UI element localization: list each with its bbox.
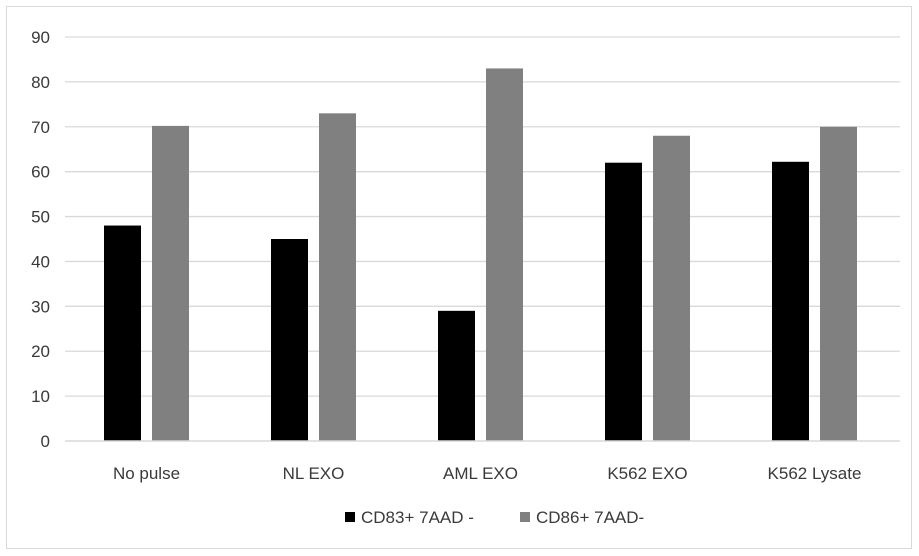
bars <box>104 68 857 442</box>
y-tick-label: 70 <box>31 118 50 137</box>
y-tick-label: 40 <box>31 252 50 271</box>
bar-cd86-no-pulse <box>152 125 189 441</box>
x-axis-tick-labels: No pulse NL EXO AML EXO K562 EXO K562 Lysate <box>113 464 862 483</box>
bar-cd83-k562-lysate <box>772 161 809 441</box>
y-tick-label: 90 <box>31 28 50 47</box>
x-tick-label: No pulse <box>113 464 180 483</box>
y-axis-tick-labels: 0 10 20 30 40 50 60 70 80 90 <box>31 28 50 451</box>
y-tick-label: 60 <box>31 163 50 182</box>
y-tick-label: 30 <box>31 297 50 316</box>
bar-cd83-k562-exo <box>605 162 642 441</box>
legend-label: CD83+ 7AAD - <box>361 508 474 527</box>
y-tick-label: 10 <box>31 387 50 406</box>
y-tick-label: 20 <box>31 342 50 361</box>
bar-cd86-aml-exo <box>486 68 523 441</box>
x-tick-label: K562 Lysate <box>768 464 862 483</box>
y-tick-label: 50 <box>31 208 50 227</box>
bar-cd83-no-pulse <box>104 225 141 441</box>
x-tick-label: NL EXO <box>283 464 345 483</box>
bar-cd86-k562-lysate <box>820 126 857 442</box>
bar-cd83-nl-exo <box>271 239 308 441</box>
legend-swatch <box>520 512 530 522</box>
legend: CD83+ 7AAD - CD86+ 7AAD- <box>345 508 644 527</box>
bar-cd86-k562-exo <box>653 135 690 441</box>
y-tick-label: 80 <box>31 73 50 92</box>
y-tick-label: 0 <box>41 432 50 451</box>
legend-swatch <box>345 512 355 522</box>
bar-cd83-aml-exo <box>438 310 475 441</box>
x-tick-label: K562 EXO <box>607 464 687 483</box>
x-tick-label: AML EXO <box>443 464 518 483</box>
gridlines <box>65 36 900 397</box>
legend-label: CD86+ 7AAD- <box>536 508 644 527</box>
bar-cd86-nl-exo <box>319 113 356 442</box>
